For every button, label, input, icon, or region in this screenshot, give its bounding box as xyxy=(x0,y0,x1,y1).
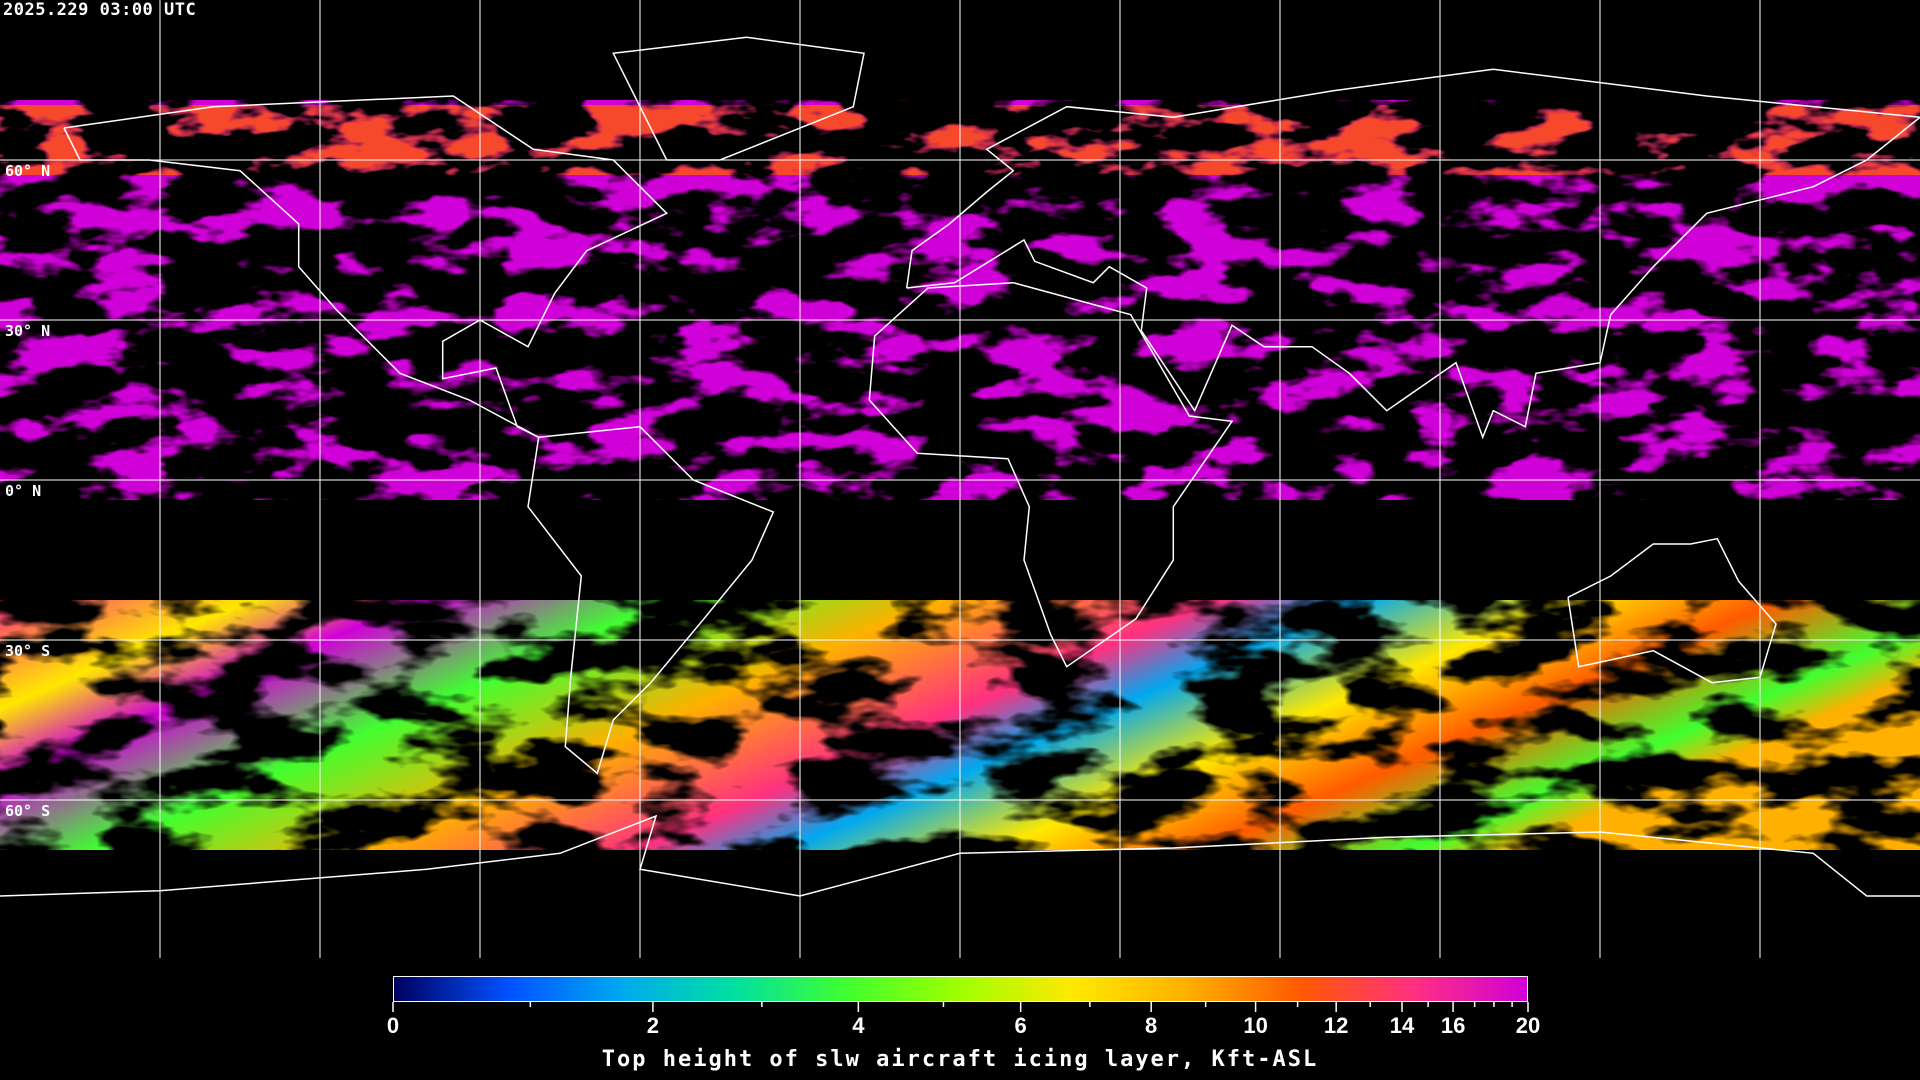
world-icing-map xyxy=(0,0,1920,958)
timestamp-label: 2025.229 03:00 UTC xyxy=(3,0,197,20)
lat-label-60s: 60° S xyxy=(5,802,51,820)
graticule xyxy=(0,0,1920,958)
coastline-north-america xyxy=(63,95,668,438)
colorbar-tick-label: 20 xyxy=(1515,1013,1541,1038)
coastline-africa xyxy=(868,281,1234,668)
coastline-south-america xyxy=(527,425,775,775)
colorbar-tick-label: 16 xyxy=(1440,1013,1466,1038)
colorbar-tick-label: 14 xyxy=(1389,1013,1415,1038)
colorbar-tick-label: 10 xyxy=(1243,1013,1268,1038)
lat-label-30n: 30° N xyxy=(5,322,51,340)
coastlines xyxy=(0,36,1920,897)
colorbar-title: Top height of slw aircraft icing layer, … xyxy=(601,1047,1319,1072)
coastline-australia xyxy=(1567,537,1777,684)
colorbar-tick-label: 4 xyxy=(852,1013,865,1038)
colorbar-tick-label: 8 xyxy=(1145,1013,1158,1038)
lat-label-30s: 30° S xyxy=(5,642,51,660)
colorbar-tick-label: 12 xyxy=(1323,1013,1349,1038)
coastline-eurasia xyxy=(905,68,1920,440)
colorbar xyxy=(393,976,1528,1002)
coastline-greenland xyxy=(612,36,865,161)
colorbar-tick-label: 0 xyxy=(386,1013,400,1038)
colorbar-tick-label: 6 xyxy=(1014,1013,1027,1038)
lat-label-60n: 60° N xyxy=(5,162,51,180)
lat-label-0n: 0° N xyxy=(5,482,42,500)
colorbar-tick-label: 2 xyxy=(646,1013,660,1038)
coastline-antarctica xyxy=(0,814,1920,897)
